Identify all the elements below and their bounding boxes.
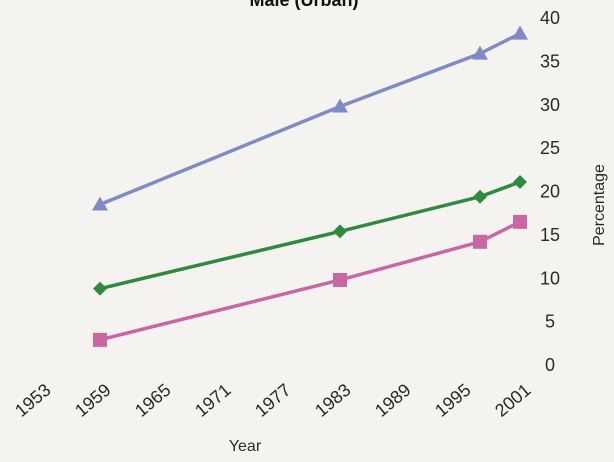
series-line-square — [99, 220, 521, 342]
x-tick-label: 1953 — [11, 380, 55, 421]
series-layer — [92, 25, 528, 347]
triangle-marker — [332, 98, 348, 113]
x-tick-label: 1983 — [311, 380, 355, 421]
x-tick-label: 1977 — [251, 380, 295, 421]
x-tick-label: 1995 — [431, 380, 475, 421]
x-axis-ticks: 1953 1959 1965 1971 1977 1983 1989 1995 2001 — [11, 380, 535, 421]
y-tick-label: 0 — [545, 355, 555, 375]
square-marker — [473, 234, 487, 249]
y-tick-label: 15 — [540, 225, 560, 245]
square-marker — [513, 214, 527, 229]
y-tick-label: 35 — [540, 51, 560, 71]
x-axis-label: Year — [229, 438, 262, 455]
y-tick-label: 10 — [540, 268, 560, 288]
triangle-marker — [92, 196, 108, 211]
triangle-marker — [472, 45, 488, 60]
y-axis-ticks: 0 5 10 15 20 25 30 35 40 — [540, 8, 560, 375]
diamond-marker — [513, 174, 527, 189]
diamond-marker — [473, 189, 487, 204]
x-tick-label: 2001 — [491, 380, 535, 421]
y-tick-label: 30 — [540, 95, 560, 115]
square-marker — [93, 332, 107, 347]
triangle-marker — [512, 25, 528, 40]
y-tick-label: 5 — [545, 312, 555, 332]
y-axis-label: Percentage — [591, 164, 608, 246]
y-tick-label: 20 — [540, 182, 560, 202]
diamond-marker — [93, 281, 107, 296]
series-line-triangle — [99, 32, 521, 207]
series-line-diamond — [99, 180, 521, 291]
y-tick-label: 40 — [540, 8, 560, 28]
x-tick-label: 1971 — [191, 380, 235, 421]
x-tick-label: 1965 — [131, 380, 175, 421]
x-tick-label: 1989 — [371, 380, 415, 421]
y-tick-label: 25 — [540, 138, 560, 158]
x-tick-label: 1959 — [71, 380, 115, 421]
chart-title: Male (Urban) — [249, 0, 358, 10]
diamond-marker — [333, 224, 347, 239]
square-marker — [333, 272, 347, 287]
